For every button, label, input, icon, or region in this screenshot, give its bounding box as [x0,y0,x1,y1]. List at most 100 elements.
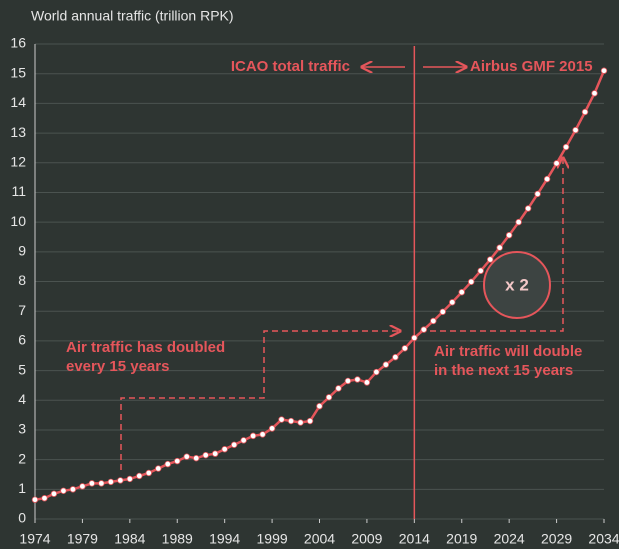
data-point [107,478,115,486]
x-tick-label: 1979 [67,531,98,547]
y-tick-label: 13 [10,124,26,140]
data-point [316,402,323,410]
left-label: ICAO total traffic [231,58,350,75]
data-point [562,143,570,151]
y-tick-label: 1 [18,480,26,496]
data-point [174,457,181,465]
factor-circle [483,251,551,319]
data-point [259,431,266,438]
data-point [344,377,352,385]
data-point [496,244,503,251]
data-point [278,416,285,423]
data-point [477,267,484,275]
future-guide [420,158,563,332]
future-note: Air traffic will double [434,343,582,360]
data-point [136,472,143,480]
x-tick-label: 2004 [304,531,335,547]
past-note: Air traffic has doubled [66,339,225,356]
data-point [268,425,276,432]
x-tick-label: 1994 [209,531,240,547]
data-point [487,256,494,263]
y-tick-label: 7 [18,302,26,318]
data-point [382,361,390,368]
data-point [60,487,67,494]
data-point [449,299,456,306]
data-point [534,190,541,198]
y-tick-label: 16 [10,35,26,51]
data-point [572,126,579,134]
data-point [515,218,522,226]
y-tick-label: 9 [18,243,26,259]
data-point [145,469,152,477]
x-tick-label: 2034 [588,531,619,547]
data-point [211,450,219,457]
y-tick-label: 10 [10,213,26,229]
y-tick-label: 5 [18,361,26,377]
future-note: in the next 15 years [434,362,573,379]
data-point [581,108,589,116]
y-tick-label: 3 [18,421,26,437]
data-point [505,231,513,239]
y-tick-label: 12 [10,153,26,169]
x-tick-label: 1999 [257,531,288,547]
data-point [373,368,380,376]
x-tick-label: 1984 [114,531,145,547]
x-tick-label: 2009 [351,531,382,547]
x-tick-label: 2014 [399,531,430,547]
data-point [41,495,48,502]
data-point [221,446,228,453]
data-point [79,483,86,490]
data-point [164,460,171,468]
data-point [240,437,247,444]
data-point [230,441,238,448]
data-point [430,317,437,325]
factor-label: x 2 [505,275,529,294]
y-tick-label: 4 [18,391,26,407]
y-tick-label: 0 [18,510,26,526]
data-point [420,326,428,333]
data-point [543,175,551,183]
right-label: Airbus GMF 2015 [470,58,593,75]
y-tick-label: 8 [18,272,26,288]
data-point [117,477,124,484]
x-tick-label: 1974 [19,531,50,547]
data-point [439,308,446,315]
data-point [249,432,257,440]
data-point [306,417,314,425]
data-point [524,205,532,212]
data-point [401,345,409,352]
data-point [155,465,162,472]
data-point [287,417,295,425]
past-guide [120,331,400,470]
data-point [325,394,333,401]
x-tick-label: 2024 [494,531,525,547]
data-point [193,454,200,462]
data-point [297,419,304,426]
data-point [335,385,342,392]
data-point [600,67,608,74]
y-tick-label: 14 [10,94,26,110]
data-point [202,451,209,459]
data-point [50,490,58,497]
data-point [88,480,96,487]
data-point [363,379,371,386]
y-tick-label: 15 [10,64,26,80]
data-point [69,486,77,493]
data-point [553,160,560,167]
data-point [591,90,598,97]
data-point [468,278,475,285]
data-point [31,496,39,503]
y-tick-label: 2 [18,450,26,466]
data-point [392,354,399,361]
x-tick-label: 2029 [541,531,572,547]
data-point [126,475,134,483]
past-note: every 15 years [66,358,169,375]
data-point [458,288,465,296]
y-tick-label: 6 [18,332,26,348]
data-point [411,334,418,342]
x-tick-label: 2019 [446,531,477,547]
y-tick-label: 11 [11,183,26,199]
y-axis-title: World annual traffic (trillion RPK) [31,8,234,24]
data-point [183,453,190,460]
